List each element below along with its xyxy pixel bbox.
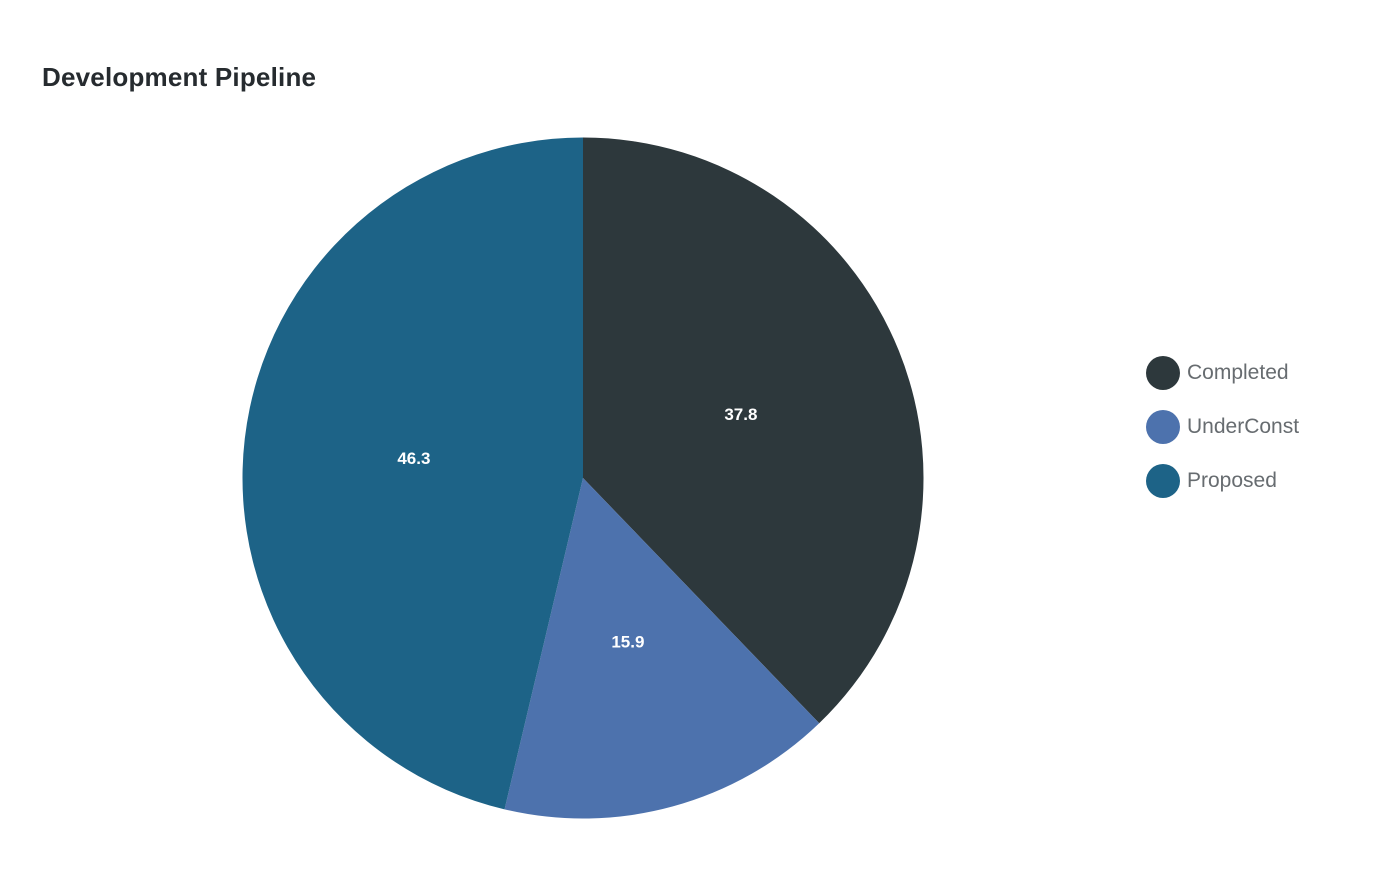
pie-value-label: 37.8 xyxy=(724,405,757,424)
legend-swatch-icon xyxy=(1146,410,1180,444)
pie-value-label-group: 37.8 15.9 46.3 xyxy=(397,405,757,652)
pie-value-label: 46.3 xyxy=(397,449,430,468)
legend-item-underconst: UnderConst xyxy=(1146,410,1299,444)
pie-slice-proposed xyxy=(242,137,583,810)
legend-item-proposed: Proposed xyxy=(1146,464,1299,498)
legend-swatch-icon xyxy=(1146,464,1180,498)
pie-slice-completed xyxy=(583,137,924,724)
pie-slice-group xyxy=(242,137,924,819)
pie-slice-underconst xyxy=(504,478,820,819)
pie-value-label: 15.9 xyxy=(611,633,644,652)
legend-label: UnderConst xyxy=(1187,415,1300,438)
legend-label: Completed xyxy=(1187,361,1289,384)
legend-swatch-icon xyxy=(1146,356,1180,390)
legend-item-completed: Completed xyxy=(1146,356,1299,390)
legend-label: Proposed xyxy=(1187,469,1277,492)
chart-title: Development Pipeline xyxy=(42,62,317,92)
legend: Completed UnderConst Proposed xyxy=(1146,356,1299,518)
